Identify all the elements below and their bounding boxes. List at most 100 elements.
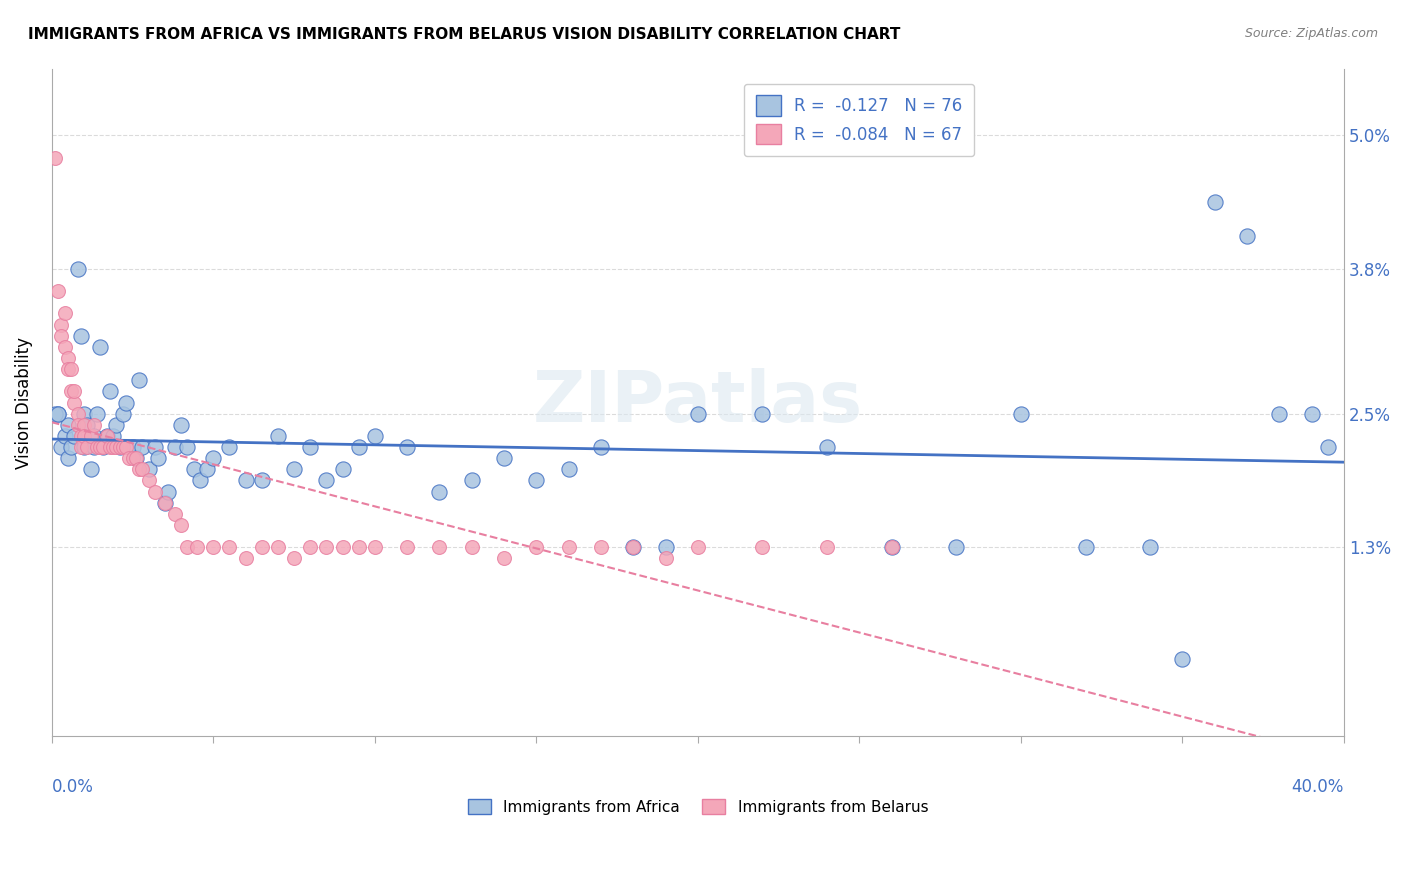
Point: [1139, 540, 1161, 554]
Point: [176, 440, 198, 454]
Point: [461, 540, 484, 554]
Point: [170, 417, 193, 432]
Point: [63, 429, 86, 443]
Point: [347, 440, 370, 454]
Point: [69, 328, 91, 343]
Point: [121, 440, 143, 454]
Point: [557, 462, 579, 476]
Point: [429, 540, 451, 554]
Point: [56, 351, 79, 365]
Point: [46, 407, 69, 421]
Point: [138, 462, 160, 476]
Point: [56, 362, 79, 376]
Point: [621, 540, 644, 554]
Point: [1268, 407, 1291, 421]
Point: [880, 540, 903, 554]
Point: [1316, 440, 1339, 454]
Point: [51, 328, 73, 343]
Point: [267, 540, 290, 554]
Point: [283, 462, 305, 476]
Point: [66, 417, 89, 432]
Point: [63, 384, 86, 399]
Point: [1236, 228, 1258, 243]
Point: [1204, 195, 1226, 210]
Point: [66, 407, 89, 421]
Point: [79, 462, 101, 476]
Point: [118, 451, 141, 466]
Point: [125, 451, 148, 466]
Point: [56, 451, 79, 466]
Point: [218, 440, 240, 454]
Point: [66, 261, 89, 276]
Point: [163, 507, 186, 521]
Point: [101, 440, 124, 454]
Point: [96, 429, 118, 443]
Point: [153, 496, 176, 510]
Point: [89, 340, 111, 354]
Text: 0.0%: 0.0%: [52, 778, 94, 797]
Point: [115, 440, 138, 454]
Point: [131, 462, 153, 476]
Point: [69, 429, 91, 443]
Point: [429, 484, 451, 499]
Point: [492, 451, 515, 466]
Point: [79, 429, 101, 443]
Point: [235, 474, 257, 488]
Point: [46, 284, 69, 298]
Point: [157, 484, 180, 499]
Point: [1074, 540, 1097, 554]
Point: [53, 429, 76, 443]
Point: [1301, 407, 1323, 421]
Point: [267, 429, 290, 443]
Point: [364, 429, 387, 443]
Point: [250, 540, 273, 554]
Point: [1171, 651, 1194, 665]
Point: [461, 474, 484, 488]
Point: [195, 462, 218, 476]
Point: [654, 540, 676, 554]
Point: [98, 384, 121, 399]
Point: [83, 429, 105, 443]
Point: [76, 440, 98, 454]
Point: [176, 540, 198, 554]
Point: [105, 440, 128, 454]
Point: [93, 440, 115, 454]
Point: [815, 540, 838, 554]
Point: [202, 451, 225, 466]
Point: [235, 551, 257, 566]
Text: 40.0%: 40.0%: [1292, 778, 1344, 797]
Point: [128, 462, 150, 476]
Point: [183, 462, 205, 476]
Point: [880, 540, 903, 554]
Point: [76, 417, 98, 432]
Point: [111, 407, 134, 421]
Point: [945, 540, 967, 554]
Point: [347, 540, 370, 554]
Point: [163, 440, 186, 454]
Point: [83, 440, 105, 454]
Point: [589, 440, 612, 454]
Text: ZIPatlas: ZIPatlas: [533, 368, 863, 437]
Point: [815, 440, 838, 454]
Point: [143, 440, 166, 454]
Text: IMMIGRANTS FROM AFRICA VS IMMIGRANTS FROM BELARUS VISION DISABILITY CORRELATION : IMMIGRANTS FROM AFRICA VS IMMIGRANTS FRO…: [28, 27, 900, 42]
Legend: Immigrants from Africa, Immigrants from Belarus: Immigrants from Africa, Immigrants from …: [460, 791, 936, 822]
Point: [69, 440, 91, 454]
Point: [53, 340, 76, 354]
Point: [315, 474, 337, 488]
Point: [53, 306, 76, 320]
Point: [143, 484, 166, 499]
Point: [131, 440, 153, 454]
Point: [218, 540, 240, 554]
Point: [111, 440, 134, 454]
Point: [1010, 407, 1032, 421]
Point: [108, 440, 131, 454]
Point: [128, 373, 150, 387]
Point: [73, 417, 96, 432]
Point: [60, 440, 83, 454]
Point: [686, 407, 709, 421]
Point: [524, 474, 547, 488]
Point: [589, 540, 612, 554]
Point: [51, 318, 73, 332]
Point: [98, 440, 121, 454]
